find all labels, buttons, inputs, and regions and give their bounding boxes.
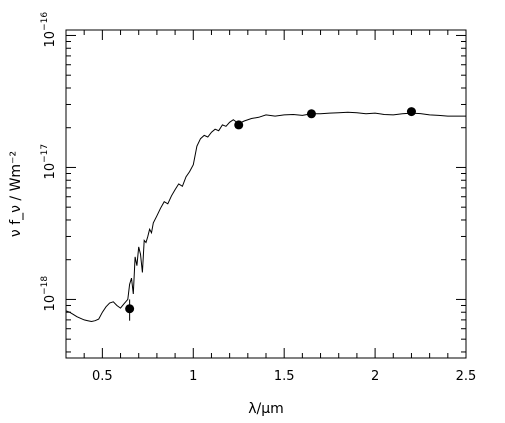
x-tick-label: 2.5 (456, 369, 477, 384)
y-tick-label: 10−18 (40, 276, 58, 312)
y-tick-label: 10−17 (40, 144, 58, 180)
y-tick-label: 10−16 (40, 12, 58, 48)
data-point (306, 109, 316, 119)
y-tick-exponent: −16 (40, 12, 50, 31)
y-tick-mantissa: 10 (43, 295, 58, 312)
y-tick-exponent: −17 (40, 144, 50, 163)
data-series (65, 107, 466, 323)
spectrum-line (65, 111, 466, 323)
y-axis-label: ν f_ν / Wm⁻² (8, 151, 24, 237)
data-point (234, 120, 244, 130)
x-tick-label: 1.5 (274, 369, 295, 384)
data-point (125, 304, 135, 314)
x-axis-label: λ/μm (248, 401, 284, 417)
y-tick-mantissa: 10 (43, 31, 58, 48)
axis-ticks (65, 30, 467, 358)
y-tick-exponent: −18 (40, 276, 50, 295)
x-tick-label: 2 (371, 369, 379, 384)
y-tick-mantissa: 10 (43, 163, 58, 180)
x-tick-label: 1 (189, 369, 197, 384)
x-tick-label: 0.5 (92, 369, 113, 384)
data-point (406, 107, 416, 117)
